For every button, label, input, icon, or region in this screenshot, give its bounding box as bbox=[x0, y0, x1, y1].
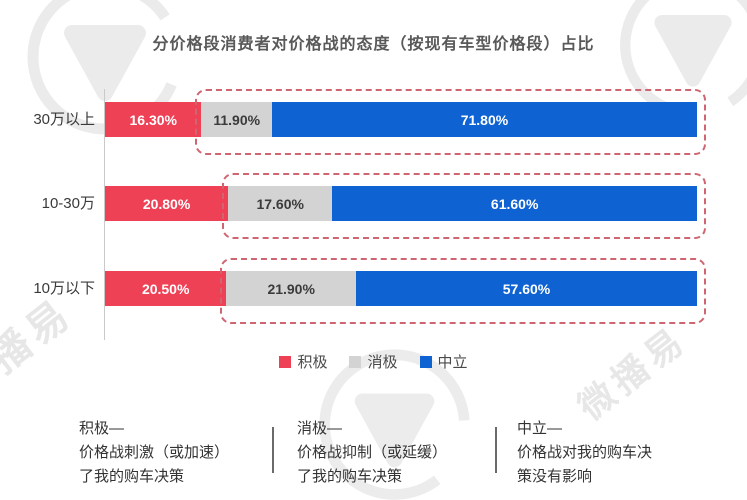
category-label: 30万以上 bbox=[33, 111, 95, 128]
segment-negative: 21.90% bbox=[226, 271, 356, 306]
segment-value-label: 16.30% bbox=[129, 111, 177, 128]
footnote-divider bbox=[272, 427, 274, 473]
segment-neutral: 61.60% bbox=[332, 186, 697, 221]
legend-item-neutral: 中立 bbox=[419, 351, 468, 372]
bar-row-over-300k: 30万以上 16.30% 11.90% 71.80% bbox=[33, 89, 706, 155]
segment-negative: 17.60% bbox=[228, 186, 333, 221]
segment-neutral: 71.80% bbox=[271, 102, 697, 137]
highlight-dashed-box bbox=[220, 258, 706, 324]
chart-title: 分价格段消费者对价格战的态度（按现有车型价格段）占比 bbox=[152, 36, 595, 53]
legend-label: 中立 bbox=[437, 354, 468, 371]
legend-label: 积极 bbox=[297, 354, 328, 371]
segment-value-label: 20.80% bbox=[142, 195, 191, 212]
highlight-dashed-box bbox=[195, 89, 706, 155]
segment-value-label: 21.90% bbox=[267, 280, 315, 297]
segment-value-label: 20.50% bbox=[141, 280, 190, 297]
legend-item-positive: 积极 bbox=[279, 351, 327, 372]
y-axis-line bbox=[104, 89, 105, 340]
segment-positive: 16.30% bbox=[105, 102, 202, 137]
legend-swatch-positive bbox=[279, 355, 292, 368]
segment-value-label: 11.90% bbox=[213, 111, 261, 128]
legend-swatch-negative bbox=[349, 355, 362, 368]
category-label: 10-30万 bbox=[41, 195, 95, 212]
segment-neutral: 57.60% bbox=[356, 271, 697, 306]
footnote-positive-definition: 积极— 价格战刺激（或加速） 了我的购车决策 bbox=[79, 420, 230, 485]
legend-swatch-neutral bbox=[419, 355, 432, 368]
footnote-neutral-definition: 中立— 价格战对我的购车决 策没有影响 bbox=[517, 420, 653, 485]
segment-positive: 20.50% bbox=[105, 271, 227, 306]
segment-negative: 11.90% bbox=[201, 102, 272, 137]
legend-label: 消极 bbox=[367, 354, 398, 371]
legend-item-negative: 消极 bbox=[349, 351, 398, 372]
footnote-divider bbox=[495, 427, 497, 473]
segment-value-label: 71.80% bbox=[460, 111, 509, 128]
bar-row-100k-300k: 10-30万 20.80% 17.60% 61.60% bbox=[42, 173, 706, 239]
footnote-negative-definition: 消极— 价格战抑制（或延缓） 了我的购车决策 bbox=[297, 420, 448, 485]
segment-value-label: 61.60% bbox=[490, 195, 539, 212]
highlight-dashed-box bbox=[222, 173, 706, 239]
legend: 积极 消极 中立 bbox=[0, 351, 747, 372]
bar-row-under-100k: 10万以下 20.50% 21.90% 57.60% bbox=[33, 258, 706, 324]
segment-value-label: 17.60% bbox=[256, 195, 304, 212]
segment-positive: 20.80% bbox=[105, 186, 229, 221]
category-label: 10万以下 bbox=[33, 280, 95, 297]
segment-value-label: 57.60% bbox=[502, 280, 551, 297]
